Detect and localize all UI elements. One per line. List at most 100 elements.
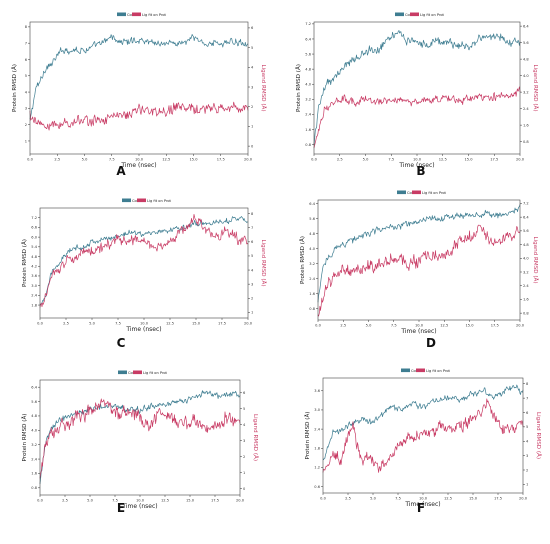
y-right-tick-label: 1.6 [523, 298, 529, 302]
y-left-axis-label: Protein RMSD (Å) [11, 64, 18, 112]
y-left-tick-label: 5.6 [305, 52, 311, 56]
x-tick-label: 7.5 [115, 322, 121, 326]
legend-swatch-ligand [133, 370, 142, 375]
legend: Cα Lig fit on Prot [401, 368, 451, 373]
y-right-tick-label: 3.2 [523, 90, 529, 94]
y-left-axis-label: Protein RMSD (Å) [21, 414, 28, 462]
y-left-tick-label: 7 [25, 41, 27, 45]
y-right-tick-label: 7 [251, 226, 253, 230]
y-left-tick-label: 4.0 [309, 247, 315, 251]
y-left-tick-label: 3.0 [314, 408, 320, 412]
x-tick-label: 2.5 [62, 499, 68, 503]
x-tick-label: 7.5 [395, 497, 401, 501]
y-left-tick-label: 2.4 [314, 427, 320, 431]
legend-label-ligand: Lig fit on Prot [422, 191, 447, 195]
plot-frame [322, 377, 524, 494]
y-right-tick-label: 1 [243, 471, 245, 475]
y-right-axis-label: Ligand RMSD (Å) [252, 414, 259, 461]
y-right-tick-label: 1 [251, 311, 253, 315]
x-tick-label: 15.0 [469, 497, 478, 501]
x-tick-label: 17.5 [494, 497, 502, 501]
y-left-tick-label: 2.4 [31, 457, 37, 461]
y-left-tick-label: 1.6 [309, 292, 315, 296]
x-tick-label: 7.5 [391, 324, 397, 328]
legend-swatch-protein [401, 368, 410, 373]
y-right-axis-label: Ligand RMSD (Å) [532, 64, 539, 111]
y-right-axis-label: Ligand RMSD (Å) [260, 239, 267, 286]
y-right-tick-label: 2.4 [523, 284, 529, 288]
y-left-tick-label: 2 [25, 123, 27, 127]
x-tick-label: 20.0 [516, 158, 525, 162]
y-left-tick-label: 5.4 [31, 245, 37, 249]
panel-letter: D [426, 336, 436, 350]
plot-frame [39, 379, 241, 496]
x-tick-label: 10.0 [136, 499, 145, 503]
y-left-tick-label: 6.6 [31, 226, 37, 230]
y-right-tick-label: 0 [243, 487, 246, 491]
y-right-tick-label: 3 [243, 439, 245, 443]
ligand-rmsd-line [322, 398, 524, 473]
y-left-axis-label: Protein RMSD (Å) [299, 236, 306, 284]
y-right-tick-label: 5 [526, 425, 528, 429]
y-right-tick-label: 1.6 [523, 123, 529, 127]
protein-rmsd-line [317, 204, 521, 303]
y-right-tick-label: 7 [526, 396, 528, 400]
x-tick-label: 20.0 [244, 158, 253, 162]
y-left-tick-label: 7.2 [305, 22, 311, 26]
y-right-tick-label: 4 [243, 423, 246, 427]
protein-rmsd-line [313, 30, 521, 145]
x-tick-label: 20.0 [516, 324, 525, 328]
legend-swatch-protein [118, 370, 127, 375]
y-left-tick-label: 0.8 [305, 143, 311, 147]
x-tick-label: 20.0 [519, 497, 528, 501]
y-right-tick-label: 8 [251, 212, 254, 216]
x-tick-label: 5.0 [89, 322, 95, 326]
ligand-rmsd-line [39, 398, 241, 479]
y-left-tick-label: 6.0 [31, 235, 37, 239]
x-tick-label: 17.5 [218, 322, 226, 326]
y-left-tick-label: 4.8 [305, 67, 311, 71]
panel-letter: E [117, 501, 125, 515]
y-right-tick-label: 5 [251, 46, 253, 50]
y-right-tick-label: 3 [251, 282, 253, 286]
x-tick-label: 10.0 [135, 158, 144, 162]
y-right-tick-label: 4.0 [523, 257, 529, 261]
x-axis-label: Time (nsec) [398, 162, 434, 169]
y-right-tick-label: 4 [526, 440, 529, 444]
y-right-tick-label: 2 [243, 455, 245, 459]
y-right-tick-label: 2 [251, 297, 253, 301]
y-right-axis-label: Ligand RMSD (Å) [260, 64, 267, 111]
y-right-tick-label: 3.2 [523, 270, 529, 274]
x-tick-label: 15.0 [464, 158, 473, 162]
panel-E: 0.0 2.5 5.0 7.5 10.0 12.5 15.0 17.5 20.0 0.8 1.6 2.… [21, 370, 259, 510]
y-right-tick-label: 6 [251, 240, 254, 244]
protein-rmsd-line [39, 216, 249, 306]
x-tick-label: 12.5 [439, 158, 447, 162]
legend: Cα Lig fit on Prot [397, 190, 447, 195]
y-left-tick-label: 4.8 [31, 414, 37, 418]
ligand-rmsd-line [313, 86, 521, 148]
legend-label-ligand: Lig fit on Prot [426, 369, 451, 373]
y-left-tick-label: 3.6 [314, 389, 320, 393]
panel-letter: B [416, 164, 425, 178]
y-right-tick-label: 4.0 [523, 74, 529, 78]
legend-label-protein: Cα [128, 371, 134, 375]
x-tick-label: 10.0 [419, 497, 428, 501]
legend-swatch-ligand [412, 190, 421, 195]
y-right-tick-label: 5.6 [523, 229, 529, 233]
y-right-tick-label: 3 [526, 454, 528, 458]
legend-swatch-ligand [410, 12, 419, 17]
legend-label-ligand: Lig fit on Prot [147, 199, 172, 203]
x-tick-label: 17.5 [491, 324, 499, 328]
y-right-tick-label: 6 [243, 391, 246, 395]
x-tick-label: 2.5 [54, 158, 60, 162]
x-tick-label: 15.0 [465, 324, 474, 328]
y-left-tick-label: 6.4 [309, 202, 315, 206]
y-left-tick-label: 4 [25, 90, 28, 94]
y-left-tick-label: 6.4 [31, 385, 37, 389]
y-right-tick-label: 6 [526, 411, 529, 415]
x-tick-label: 5.0 [370, 497, 376, 501]
legend: Cα Lig fit on Prot [117, 12, 167, 17]
y-left-tick-label: 6.4 [305, 37, 311, 41]
protein-rmsd-line [29, 34, 249, 119]
